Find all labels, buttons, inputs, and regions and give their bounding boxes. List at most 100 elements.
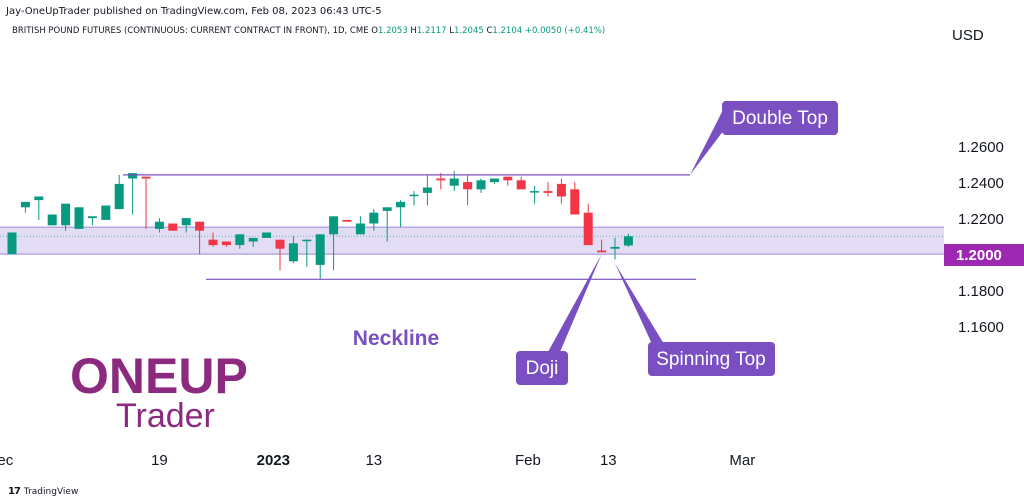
candle [141, 176, 151, 229]
candle [463, 174, 473, 206]
currency-label: USD [952, 27, 984, 44]
candle-body [20, 201, 30, 208]
double-top-label: Double Top [732, 108, 828, 129]
candle-body [422, 187, 432, 193]
candle [7, 232, 17, 255]
tradingview-brand[interactable]: 17 TradingView [8, 486, 78, 497]
candle [181, 218, 191, 233]
candle [422, 174, 432, 206]
candle [262, 232, 272, 238]
candle-body [355, 223, 365, 235]
ohlc-values: O1.2053 H1.2117 L1.2045 C1.2104 +0.0050 … [371, 26, 605, 36]
candle-body [489, 178, 499, 183]
candle-body [583, 212, 593, 246]
candle [503, 176, 513, 186]
candle [396, 200, 406, 228]
x-tick-label: 13 [365, 452, 382, 469]
candle [195, 221, 205, 255]
candle-body [463, 182, 473, 190]
candle-body [61, 203, 71, 226]
candle-body [302, 239, 312, 242]
candle [61, 203, 71, 231]
y-tick-label: 1.1800 [958, 283, 1004, 300]
candle-body [7, 232, 17, 255]
candle-body [195, 221, 205, 231]
candle [369, 209, 379, 231]
candle [329, 216, 339, 271]
candle [623, 233, 633, 247]
y-tick-label: 1.1600 [958, 319, 1004, 336]
candle [530, 185, 540, 204]
candle-body [87, 216, 97, 219]
candle [128, 173, 138, 215]
candle [101, 205, 111, 220]
candle [583, 203, 593, 246]
candle [489, 178, 499, 184]
candle-body [34, 196, 44, 201]
candle-body [503, 176, 513, 181]
candle [288, 236, 298, 264]
candle-body [235, 234, 245, 246]
x-tick-label: Mar [729, 452, 755, 469]
candle [315, 234, 325, 280]
candle-body [369, 212, 379, 224]
candle-body [141, 176, 151, 179]
candle [248, 237, 258, 247]
oneup-logo-subtext: Trader [116, 397, 215, 435]
support-zone [0, 227, 944, 255]
spinning-top-callout [648, 342, 775, 376]
candle-body [248, 237, 258, 242]
candle [409, 191, 419, 206]
candle-body [449, 178, 459, 186]
candle [556, 178, 566, 204]
y-tick-label: 1.2400 [958, 175, 1004, 192]
candle [235, 234, 245, 249]
double-top-pointer [690, 108, 724, 175]
double-top-callout [722, 101, 838, 135]
candle [74, 207, 84, 229]
candle [114, 174, 124, 210]
candle [543, 182, 553, 197]
tradingview-logo-icon: 17 [8, 486, 21, 497]
candle [154, 218, 164, 233]
ohlc-item: +0.0050 (+0.41%) [524, 26, 606, 36]
candle [275, 239, 285, 271]
candle-body [221, 241, 231, 246]
candle-body [570, 189, 580, 215]
candle-body [315, 234, 325, 265]
candle-body [516, 180, 526, 190]
candle-body [262, 232, 272, 238]
candle [355, 216, 365, 235]
candle-body [329, 216, 339, 235]
candle [342, 219, 352, 222]
doji-callout [516, 351, 568, 385]
candle-body [181, 218, 191, 226]
tradingview-brand-label: TradingView [23, 487, 79, 497]
candle-body [409, 194, 419, 197]
candle [20, 201, 30, 213]
y-tick-label: 1.2200 [958, 211, 1004, 228]
candle-body [114, 183, 124, 210]
candle [208, 232, 218, 247]
candle [47, 214, 57, 226]
candle [87, 216, 97, 226]
candle-body [275, 239, 285, 249]
candle [168, 223, 178, 231]
candle-body [543, 191, 553, 193]
x-tick-label: Feb [515, 452, 541, 469]
candle-body [288, 243, 298, 262]
candle-body [168, 223, 178, 231]
candle [34, 196, 44, 220]
candle-body [556, 183, 566, 197]
candle [610, 237, 620, 260]
candle [449, 171, 459, 192]
neckline-label: Neckline [353, 327, 439, 350]
candle [516, 176, 526, 190]
spinning-top-pointer [615, 263, 664, 344]
candle-body [128, 173, 138, 179]
ohlc-item: L1.2045 [446, 26, 484, 36]
candle [382, 207, 392, 242]
candle [302, 239, 312, 267]
price-tag-label: 1.2000 [956, 247, 1002, 264]
